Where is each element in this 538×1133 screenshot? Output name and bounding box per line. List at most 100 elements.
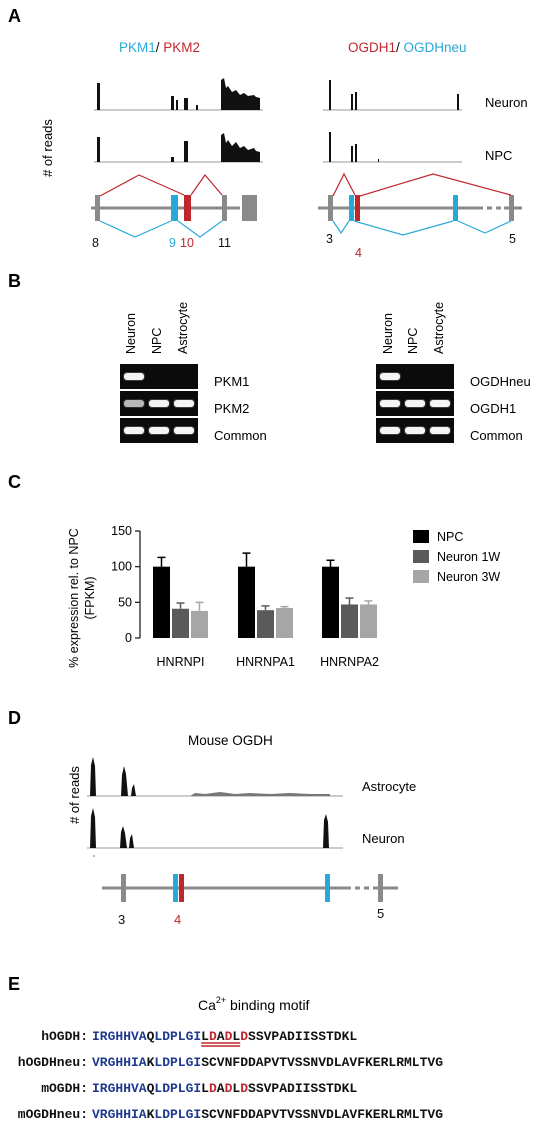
lane-neuron-right: Neuron xyxy=(381,313,395,354)
seq-segment: D xyxy=(209,1081,217,1096)
gel-band-glow xyxy=(123,426,145,435)
seq-segment: SCVNFDDAPVTVSSNVDLAVFKERLRMLTVG xyxy=(201,1055,443,1070)
gel-band-glow xyxy=(148,426,170,435)
y-tick-label: 0 xyxy=(125,631,132,645)
bar-chart: 0 50 100 150 HNRNPI HNRNPA1 HNRNPA2 xyxy=(111,524,379,669)
legend-label: Neuron 3W xyxy=(437,570,500,584)
seq-segment: L xyxy=(232,1029,240,1044)
gel-band-glow xyxy=(404,426,426,435)
seq-segment: L xyxy=(201,1081,209,1096)
exon-4-label: 4 xyxy=(355,246,362,260)
panel-a-row-npc: NPC xyxy=(485,148,512,163)
gel-band-glow xyxy=(173,426,195,435)
gel-band xyxy=(124,373,144,380)
pkm2-title: PKM2 xyxy=(163,40,200,55)
seq-segment: L xyxy=(232,1081,240,1096)
seq-0: IRGHHVAQLDPLGILDADLDSSVPADIISSTDKL xyxy=(92,1029,357,1044)
seq-segment: A xyxy=(217,1081,225,1096)
gel-images xyxy=(120,364,454,443)
legend-label: NPC xyxy=(437,530,463,544)
panel-d-letter: D xyxy=(8,708,21,728)
pkm-npc-track xyxy=(94,133,263,163)
seq-segment: L xyxy=(201,1029,209,1044)
gel-band xyxy=(380,427,400,434)
seq-segment: D xyxy=(225,1029,233,1044)
bar-hnrnpa1-0 xyxy=(238,566,255,638)
seq-segment: SSVPADIISSTDKL xyxy=(248,1029,357,1044)
x-tick-label: HNRNPI xyxy=(157,655,205,669)
panel-d-title: Mouse OGDH xyxy=(188,733,273,748)
panel-a-ylabel: # of reads xyxy=(40,119,55,177)
gel-band xyxy=(405,400,425,407)
gel-band-glow xyxy=(148,399,170,408)
gel-band xyxy=(149,427,169,434)
gel-band xyxy=(124,427,144,434)
bar-hnrnpa1-1 xyxy=(257,610,274,638)
ogdh-npc-track xyxy=(323,132,462,163)
gel-band xyxy=(174,400,194,407)
panel-a-letter: A xyxy=(8,6,21,26)
mouse-exon-5-label: 5 xyxy=(377,906,384,921)
seq-segment: IRGHHVA xyxy=(92,1081,147,1096)
gel-row-common-left: Common xyxy=(214,428,267,443)
gel-band-glow xyxy=(123,399,145,408)
bar-hnrnpa2-1 xyxy=(341,604,358,638)
seq-1: VRGHHIAKLDPLGISCVNFDDAPVTVSSNVDLAVFKERLR… xyxy=(92,1055,443,1070)
legend-swatch xyxy=(413,550,429,563)
seq-segment: SSVPADIISSTDKL xyxy=(248,1081,357,1096)
mouse-exon-4-label: 4 xyxy=(174,912,181,927)
seq-name: hOGDHneu: xyxy=(18,1055,88,1070)
bar-hnrnpi-1 xyxy=(172,608,189,638)
panel-b-letter: B xyxy=(8,271,21,291)
gel-row-ogdhneu: OGDHneu xyxy=(470,374,531,389)
lane-neuron-left: Neuron xyxy=(124,313,138,354)
lane-npc-right: NPC xyxy=(406,328,420,354)
seq-segment: LDPLGI xyxy=(154,1107,201,1122)
bar-hnrnpa2-0 xyxy=(322,566,339,638)
exon-3-label: 3 xyxy=(326,232,333,246)
seq-segment: IRGHHVA xyxy=(92,1029,147,1044)
seq-segment: LDPLGI xyxy=(154,1055,201,1070)
gel-band-glow xyxy=(379,426,401,435)
mouse-astrocyte-track xyxy=(87,757,343,797)
panel-a-left-title: PKM1/ PKM2 xyxy=(119,40,200,55)
mouse-exon-3-label: 3 xyxy=(118,912,125,927)
panel-c-ylabel-1: % expression rel. to NPC xyxy=(67,528,81,668)
lane-astrocyte-right: Astrocyte xyxy=(432,302,446,354)
panel-d-row-astrocyte: Astrocyte xyxy=(362,779,416,794)
gel-band xyxy=(430,400,450,407)
seq-name: mOGDHneu: xyxy=(18,1107,88,1122)
gel-band xyxy=(380,400,400,407)
seq-segment: Q xyxy=(147,1081,155,1096)
gel-band xyxy=(380,373,400,380)
seq-segment: D xyxy=(240,1081,248,1096)
y-tick-label: 150 xyxy=(111,524,132,538)
gel-band xyxy=(149,400,169,407)
x-tick-label: HNRNPA2 xyxy=(320,655,379,669)
seq-2: IRGHHVAQLDPLGILDADLDSSVPADIISSTDKL xyxy=(92,1081,357,1096)
seq-segment: VRGHHIA xyxy=(92,1055,147,1070)
panel-d-row-neuron: Neuron xyxy=(362,831,405,846)
seq-segment: K xyxy=(147,1055,155,1070)
y-tick-label: 50 xyxy=(118,595,132,609)
panel-a-row-neuron: Neuron xyxy=(485,95,528,110)
bar-hnrnpi-2 xyxy=(191,610,208,638)
gel-row-ogdh1: OGDH1 xyxy=(470,401,516,416)
seq-segment: LDPLGI xyxy=(154,1081,201,1096)
pkm-gene-model xyxy=(91,174,257,238)
exon-9-label: 9 xyxy=(169,236,176,250)
gel-band-glow xyxy=(379,399,401,408)
panel-d-ylabel: # of reads xyxy=(67,766,82,824)
seq-name: hOGDH: xyxy=(41,1029,88,1044)
y-tick-label: 100 xyxy=(111,560,132,574)
x-tick-label: HNRNPA1 xyxy=(236,655,295,669)
exon-11-label: 11 xyxy=(218,236,231,250)
gel-band xyxy=(430,427,450,434)
gel-band xyxy=(124,400,144,407)
exon-5-label: 5 xyxy=(509,232,516,246)
lane-npc-left: NPC xyxy=(150,328,164,354)
sequence-alignment: hOGDH: IRGHHVAQLDPLGILDADLDSSVPADIISSTDKL… xyxy=(18,1029,443,1122)
seq-segment: D xyxy=(209,1029,217,1044)
gel-band-glow xyxy=(429,426,451,435)
ogdhneu-title: OGDHneu xyxy=(404,40,467,55)
